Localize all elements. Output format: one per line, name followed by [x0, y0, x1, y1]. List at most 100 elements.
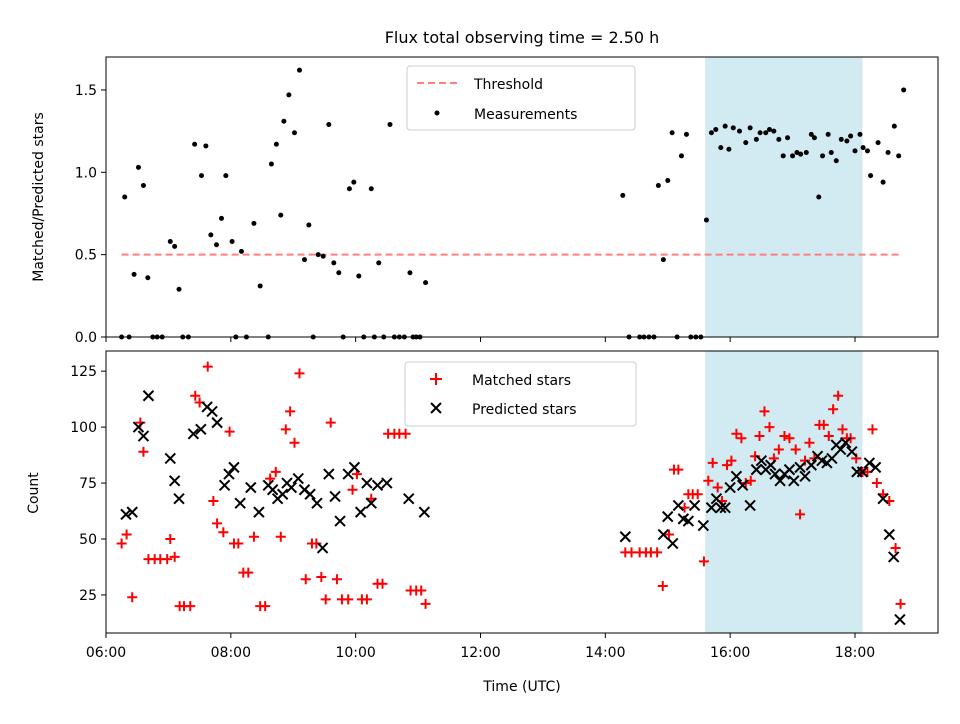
predicted-point: [304, 488, 316, 500]
matched-point: [800, 455, 811, 466]
measurement-point: [167, 238, 173, 244]
x-tick-label: 18:00: [835, 645, 875, 661]
predicted-point: [234, 497, 246, 509]
measurement-point: [176, 286, 182, 292]
predicted-point: [418, 506, 431, 518]
measurement-point: [776, 136, 782, 142]
bottom-y-ticks: 25 50 75 100 125: [70, 364, 106, 604]
bottom-plot-marks: [116, 361, 906, 626]
measurement-point: [131, 271, 137, 277]
measurement-point: [833, 158, 839, 164]
predicted-point: [164, 452, 176, 465]
predicted-point: [187, 428, 200, 440]
x-tick-label: 16:00: [710, 645, 750, 661]
predicted-point: [276, 488, 289, 500]
predicted-point: [381, 477, 393, 489]
matched-point: [343, 594, 354, 605]
measurement-point: [423, 280, 429, 286]
matched-point: [804, 437, 815, 448]
matched-point: [818, 419, 829, 430]
predicted-point: [137, 430, 150, 442]
measurement-point: [135, 164, 141, 170]
matched-point: [202, 361, 213, 372]
bottom-y-tick-label: 125: [70, 364, 97, 380]
measurement-point: [766, 126, 772, 132]
bottom-x-ticks: 06:00 08:00 10:00 12:00 14:00 16:00 18:00: [86, 633, 875, 661]
predicted-point: [863, 457, 876, 469]
measurement-point: [901, 87, 907, 93]
measurement-point: [331, 260, 337, 266]
measurement-point: [780, 153, 786, 159]
measurement-point: [291, 130, 297, 136]
predicted-point: [834, 443, 847, 456]
measurement-point: [798, 151, 804, 157]
predicted-point: [132, 421, 145, 433]
measurement-point: [885, 150, 891, 156]
predicted-point: [173, 493, 185, 505]
measurement-point: [708, 130, 714, 136]
measurement-point: [816, 194, 822, 200]
predicted-point: [794, 461, 806, 474]
measurement-point: [203, 143, 209, 149]
matched-point: [759, 406, 770, 417]
measurement-point: [747, 125, 753, 131]
matched-point: [377, 578, 388, 589]
predicted-point: [774, 475, 786, 487]
top-y-tick-label: 0.5: [75, 248, 97, 264]
measurement-point: [660, 257, 666, 263]
matched-point: [750, 451, 761, 462]
top-x-ticks: [105, 337, 856, 342]
matched-point: [895, 598, 906, 609]
measurement-point: [860, 145, 866, 151]
measurement-point: [803, 150, 809, 156]
matched-point: [420, 598, 431, 609]
predicted-point: [218, 479, 231, 491]
matched-point: [692, 489, 703, 500]
predicted-point: [769, 468, 781, 480]
measurement-point: [326, 122, 332, 128]
measurement-point: [713, 126, 719, 132]
measurement-point: [192, 141, 198, 147]
measurement-point: [785, 135, 791, 141]
predicted-point: [805, 459, 818, 471]
predicted-point: [371, 479, 384, 491]
measurement-point: [828, 150, 834, 156]
x-tick-label: 06:00: [86, 645, 126, 661]
matched-point: [754, 431, 765, 442]
bottom-x-axis-label: Time (UTC): [482, 679, 560, 695]
measurement-point: [238, 248, 244, 254]
x-tick-label: 14:00: [585, 645, 625, 661]
measurement-point: [880, 179, 886, 185]
matched-point: [331, 574, 342, 585]
measurement-point: [356, 273, 362, 279]
predicted-point: [361, 477, 373, 489]
predicted-point: [266, 484, 279, 496]
measurement-point: [281, 118, 287, 124]
matched-point: [673, 464, 684, 475]
measurement-point: [808, 131, 814, 137]
matched-point: [871, 478, 882, 489]
matched-point: [416, 585, 427, 596]
measurement-point: [757, 130, 763, 136]
predicted-point: [657, 528, 670, 541]
matched-point: [208, 495, 219, 506]
measurement-point: [771, 128, 777, 134]
predicted-point: [667, 537, 679, 550]
measurement-point: [763, 130, 769, 136]
predicted-point: [705, 501, 718, 514]
bottom-y-tick-label: 25: [79, 588, 97, 604]
measurement-point: [268, 161, 274, 167]
measurement-point: [407, 270, 413, 276]
top-y-ticks: 0.0 0.5 1.0 1.5: [75, 83, 106, 346]
predicted-point: [719, 501, 731, 514]
measurement-point: [213, 242, 219, 248]
measurement-point: [387, 122, 393, 128]
measurement-point: [743, 140, 749, 146]
measurement-point: [140, 182, 146, 188]
legend-matched-label: Matched stars: [472, 373, 571, 389]
matched-point: [837, 424, 848, 435]
matched-point: [325, 417, 336, 428]
matched-point: [890, 542, 901, 553]
top-highlight-span: [705, 57, 863, 337]
measurement-point: [753, 136, 759, 142]
